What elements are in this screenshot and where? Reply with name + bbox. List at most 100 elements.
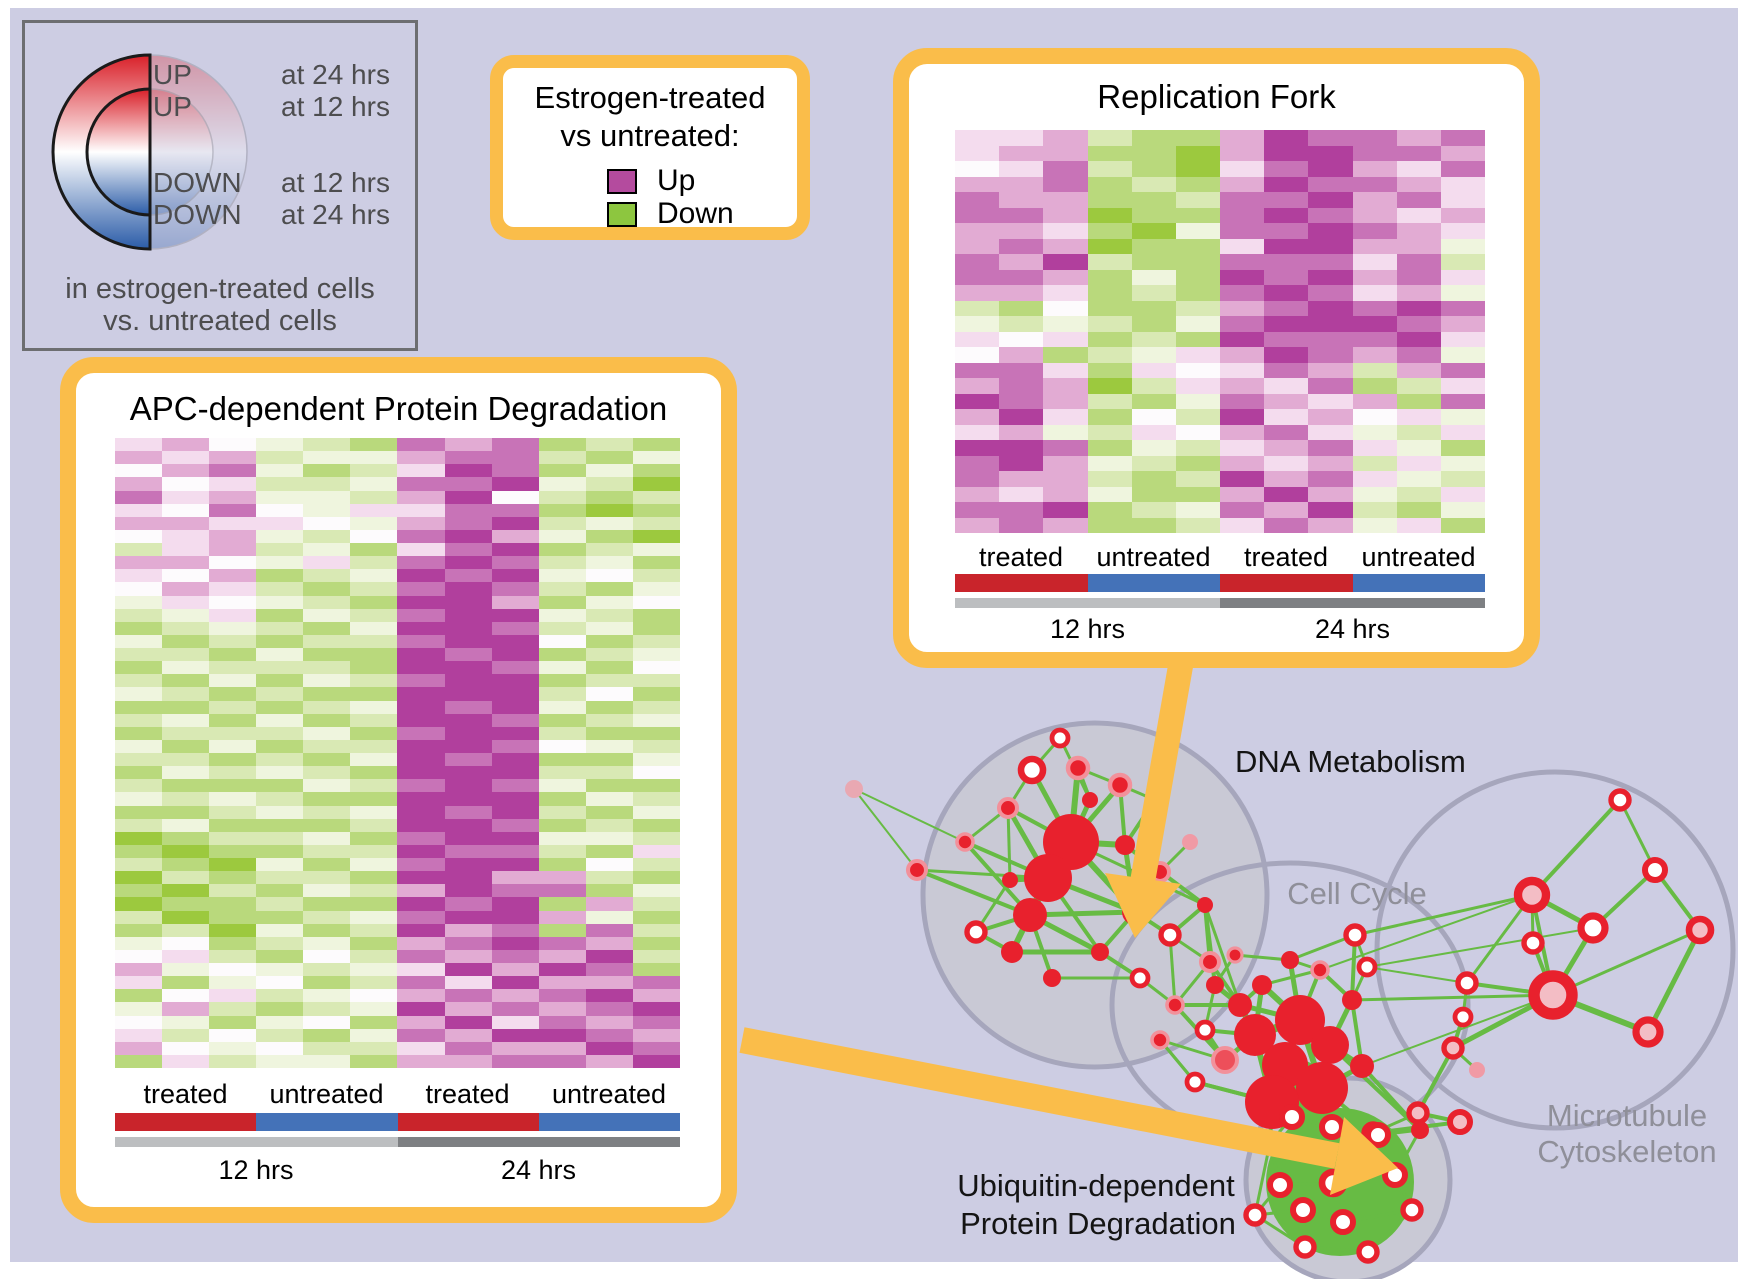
network-node-solid — [1228, 993, 1252, 1017]
heatmap-cell — [585, 949, 633, 963]
network-node-pr2 — [1632, 1016, 1664, 1048]
heatmap-cell — [209, 608, 257, 622]
heatmap-cell — [491, 438, 539, 452]
heatmap-cell — [303, 871, 351, 885]
heatmap-cell — [1087, 455, 1132, 471]
heatmap-cell — [256, 844, 304, 858]
heatmap-cell — [1175, 393, 1220, 409]
heatmap-cell — [350, 858, 398, 872]
heatmap-cell — [350, 753, 398, 767]
rf-treated-bar-24 — [1220, 574, 1353, 592]
heatmap-cell — [1043, 223, 1088, 239]
heatmap-cell — [632, 438, 680, 452]
heatmap-cell — [1043, 362, 1088, 378]
legend-item-up: Up — [607, 164, 695, 198]
heatmap-cell — [115, 490, 163, 504]
heatmap-cell — [350, 687, 398, 701]
heatmap-cell — [444, 516, 492, 530]
heatmap-cell — [209, 779, 257, 793]
apc-group-treated-12: treated — [143, 1079, 228, 1109]
heatmap-cell — [397, 582, 445, 596]
heatmap-cell — [350, 661, 398, 675]
network-node-solid — [1296, 1062, 1348, 1114]
heatmap-cell — [491, 910, 539, 924]
heatmap-cell — [209, 1002, 257, 1016]
heatmap-cell — [1087, 517, 1132, 533]
heatmap-cell — [585, 792, 633, 806]
heatmap-cell — [397, 923, 445, 937]
heatmap-cell — [444, 464, 492, 478]
heatmap-cell — [256, 963, 304, 977]
heatmap-cell — [209, 753, 257, 767]
heatmap-cell — [632, 621, 680, 635]
heatmap-cell — [303, 569, 351, 583]
updown-circles-icon — [51, 53, 248, 251]
heatmap-cell — [1440, 145, 1485, 161]
heatmap-cell — [209, 936, 257, 950]
heatmap-cell — [585, 556, 633, 570]
network-node-pr — [905, 858, 929, 882]
heatmap-cell — [632, 1028, 680, 1042]
network-node-wr — [1184, 1071, 1206, 1093]
heatmap-cell — [1043, 254, 1088, 270]
heatmap-cell — [1352, 378, 1397, 394]
heatmap-cell — [1087, 285, 1132, 301]
heatmap-cell — [303, 438, 351, 452]
network-edge — [1029, 909, 1136, 918]
heatmap-cell — [444, 976, 492, 990]
network-node-solid — [1311, 1026, 1349, 1064]
heatmap-cell — [999, 238, 1044, 254]
up-color-swatch — [607, 168, 637, 194]
apc-title: APC-dependent Protein Degradation — [129, 390, 668, 427]
heatmap-cell — [1131, 192, 1176, 208]
heatmap-cell — [585, 753, 633, 767]
heatmap-cell — [209, 569, 257, 583]
heatmap-cell — [303, 831, 351, 845]
heatmap-cell — [350, 438, 398, 452]
heatmap-cell — [491, 687, 539, 701]
heatmap-cell — [585, 1002, 633, 1016]
heatmap-cell — [538, 687, 586, 701]
heatmap-cell — [303, 936, 351, 950]
heatmap-cell — [162, 634, 210, 648]
heatmap-cell — [1175, 223, 1220, 239]
heatmap-cell — [1440, 176, 1485, 192]
heatmap-cell — [1308, 455, 1353, 471]
heatmap-cell — [397, 556, 445, 570]
rf-group-untreated-24: untreated — [1361, 542, 1476, 572]
heatmap-cell — [350, 700, 398, 714]
heatmap-cell — [350, 648, 398, 662]
heatmap-cell — [444, 529, 492, 543]
heatmap-cell — [632, 844, 680, 858]
heatmap-cell — [1043, 207, 1088, 223]
heatmap-cell — [162, 608, 210, 622]
heatmap-cell — [256, 438, 304, 452]
heatmap-cell — [999, 254, 1044, 270]
heatmap-cell — [538, 897, 586, 911]
heatmap-cell — [1352, 502, 1397, 518]
heatmap-cell — [999, 300, 1044, 316]
heatmap-cell — [162, 503, 210, 517]
heatmap-cell — [1264, 440, 1309, 456]
heatmap-cell — [256, 910, 304, 924]
heatmap-cell — [115, 976, 163, 990]
network-edge — [1645, 928, 1703, 1034]
heatmap-cell — [632, 556, 680, 570]
heatmap-cell — [585, 621, 633, 635]
heatmap-cell — [585, 543, 633, 557]
network-edge — [1618, 799, 1657, 871]
heatmap-cell — [999, 424, 1044, 440]
heatmap-cell — [397, 700, 445, 714]
heatmap-cell — [538, 923, 586, 937]
heatmap-cell — [256, 634, 304, 648]
heatmap-cell — [955, 455, 1000, 471]
heatmap-cell — [1440, 269, 1485, 285]
heatmap-cell — [162, 963, 210, 977]
heatmap-cell — [955, 130, 1000, 146]
heatmap-cell — [162, 792, 210, 806]
heatmap-cell — [538, 700, 586, 714]
heatmap-cell — [397, 451, 445, 465]
heatmap-cell — [1175, 486, 1220, 502]
heatmap-cell — [303, 1041, 351, 1055]
